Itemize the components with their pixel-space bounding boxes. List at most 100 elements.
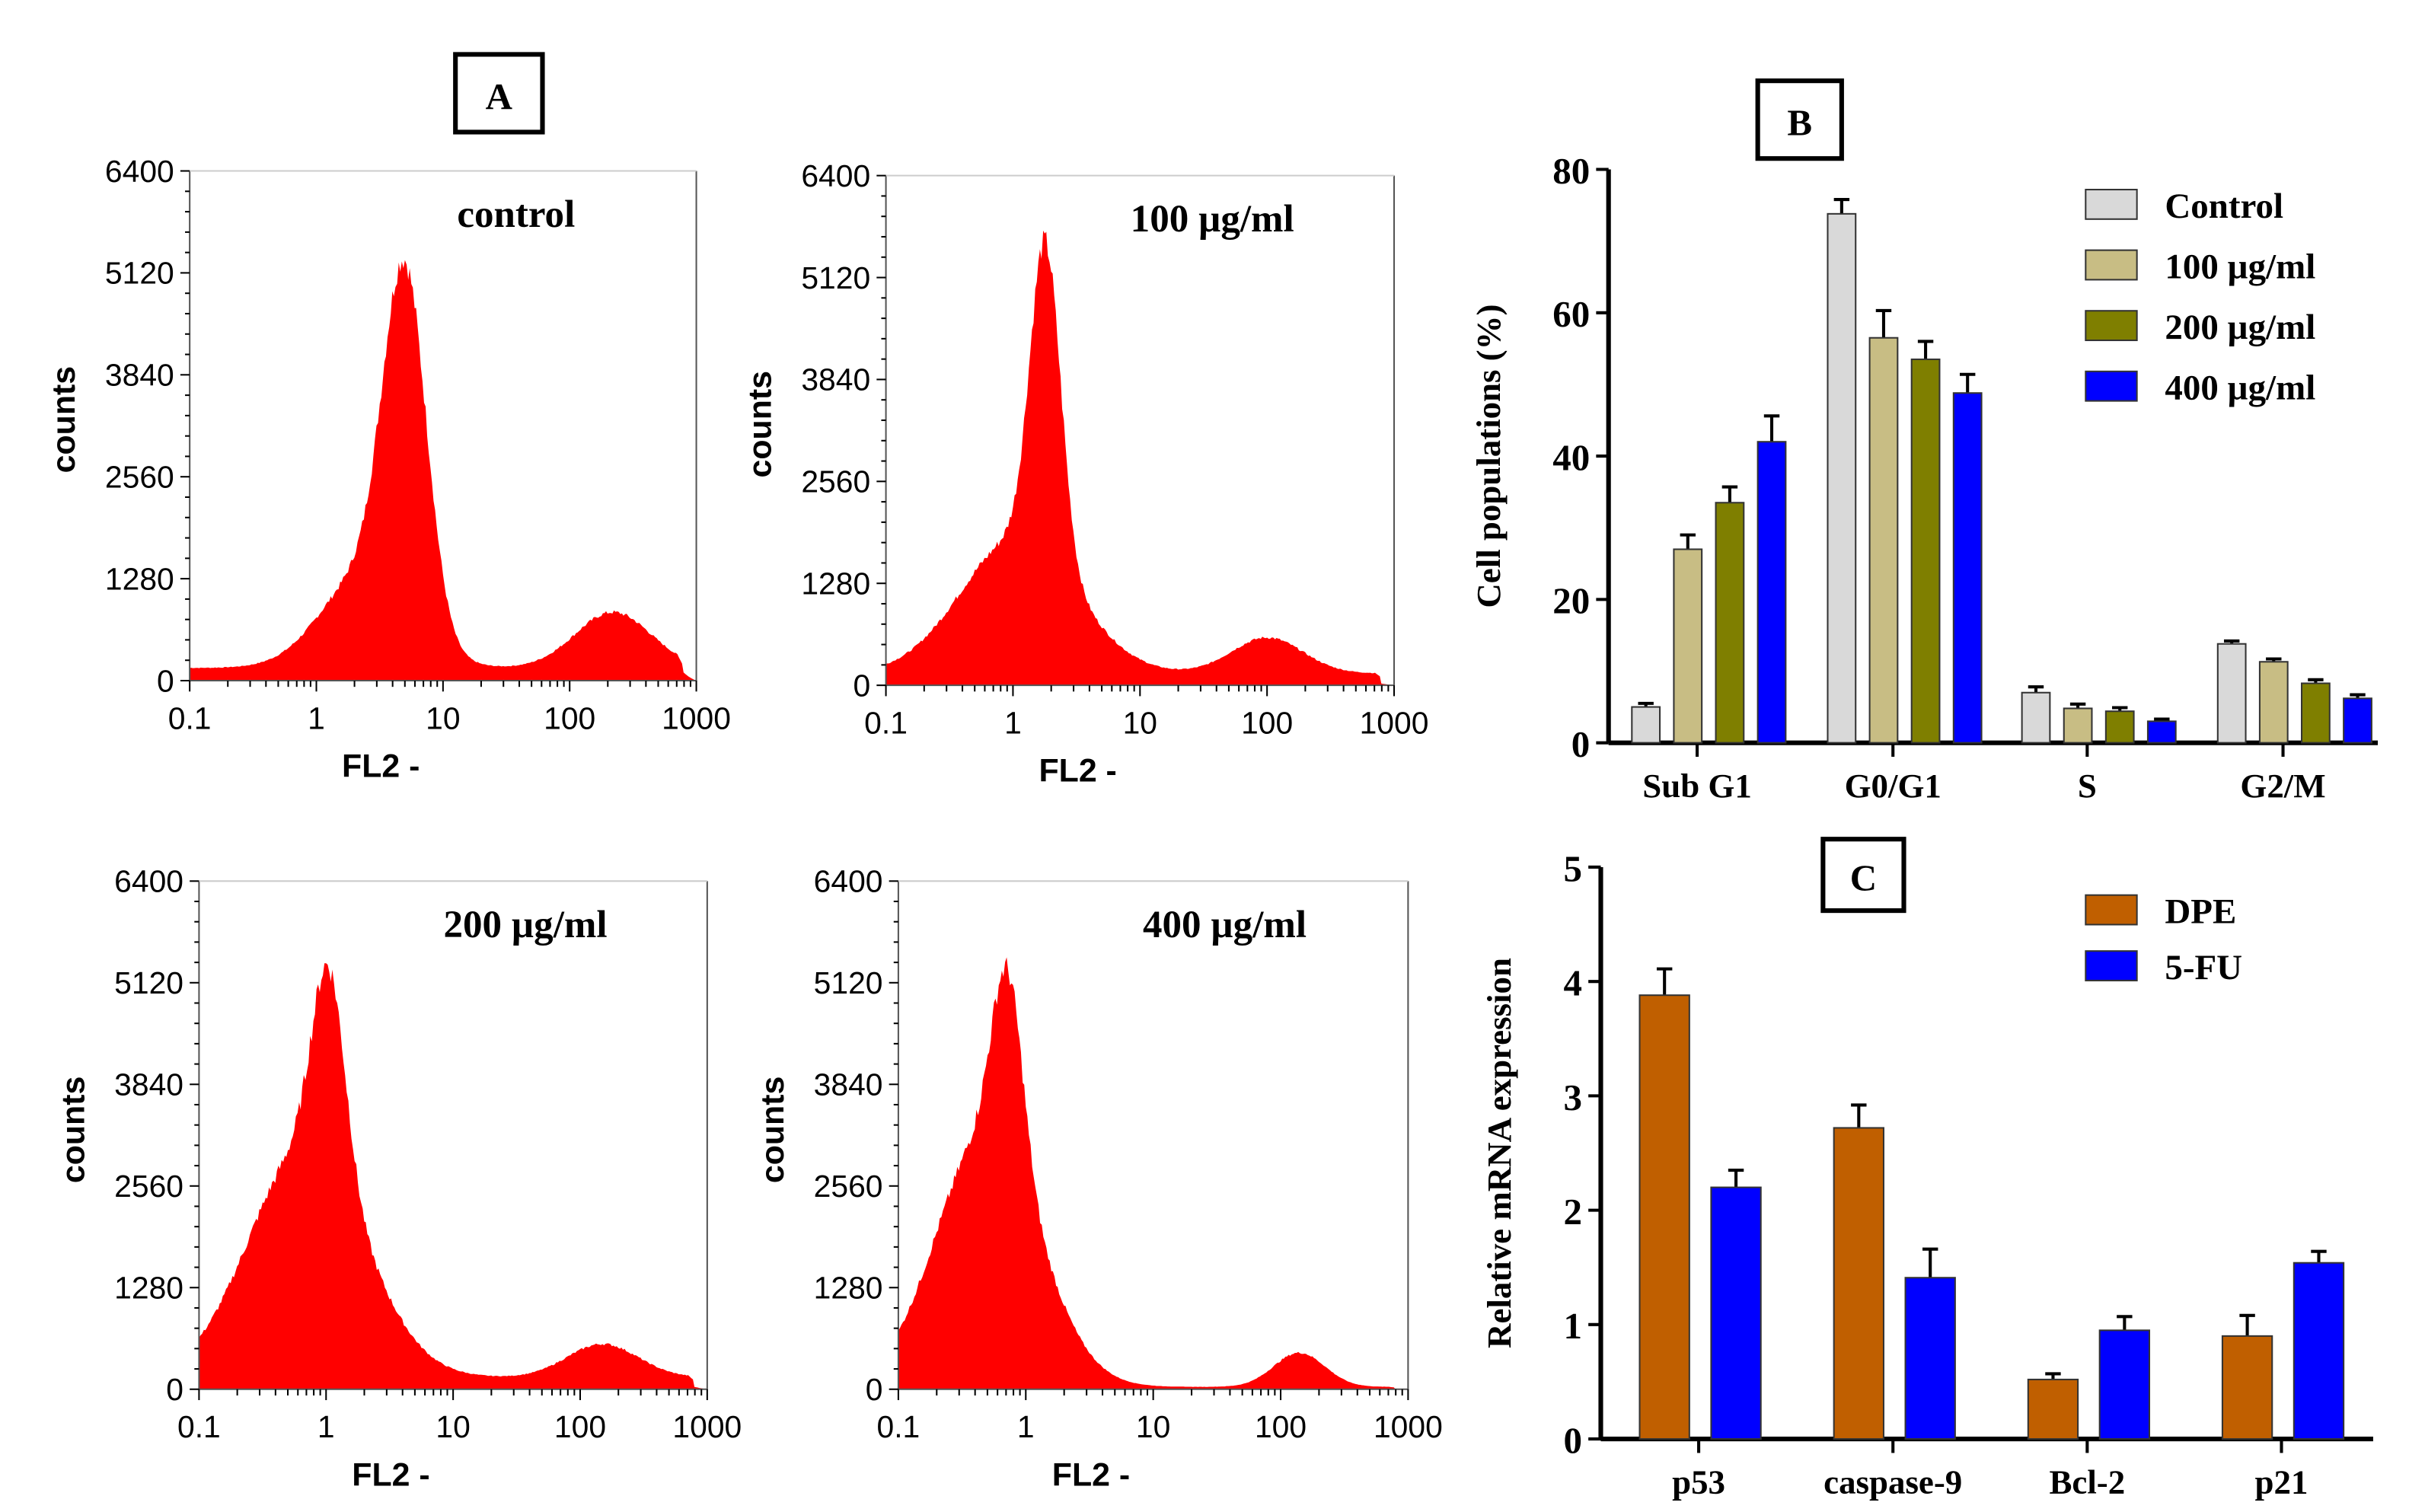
y-tick-label: 0 [157,663,174,698]
histogram-area [190,260,697,681]
x-tick-label: 0.1 [177,1409,221,1444]
y-tick-label: 0 [866,1372,883,1407]
legend-swatch [2085,950,2138,981]
y-tick-label: 2560 [814,1169,883,1204]
y-tick-label: 0 [1571,723,1590,765]
y-axis-label: counts [55,1077,91,1184]
x-tick-label: 1000 [662,700,731,735]
x-axis-label: FL2 - [352,1456,429,1493]
bar-400 [1756,441,1787,744]
bar-100 [1868,337,1899,744]
bar-5fu [1904,1277,1956,1440]
x-tick-label: 10 [426,700,460,735]
bar-400 [2146,720,2177,744]
y-tick-label: 5120 [801,260,870,295]
x-tick-label: 0.1 [864,705,908,740]
x-tick-label: G2/M [2240,767,2325,805]
bar-control [2021,691,2051,744]
x-tick-label: S [2078,767,2097,805]
bar-100 [2063,707,2093,744]
x-tick-label: 1000 [1374,1409,1443,1444]
bar-200 [1715,502,1745,744]
histogram-area [885,230,1395,686]
bar-control [1631,706,1661,744]
x-tick-label: 10 [436,1409,470,1444]
bar-200 [1910,358,1941,744]
panel-label-a: A [453,52,545,135]
x-tick-label: 1 [1004,705,1022,740]
x-tick-label: 1000 [1360,705,1429,740]
y-tick-label: 6400 [814,864,883,899]
bar-200 [2301,682,2331,744]
bar-dpe [2221,1335,2273,1440]
y-axis-label: Relative mRNA expression [1480,958,1518,1348]
panel-label-c-text: C [1850,857,1877,899]
x-tick-label: 10 [1136,1409,1170,1444]
y-tick-label: 5120 [114,965,183,1000]
y-tick-label: 0 [853,668,870,703]
y-tick-label: 5 [1564,847,1582,889]
legend-swatch [2085,188,2138,220]
y-tick-label: 2 [1564,1191,1582,1233]
x-tick-label: Bcl-2 [2049,1463,2125,1501]
bar-5fu [2293,1262,2345,1440]
x-tick-label: G0/G1 [1845,767,1942,805]
bar-control [2216,643,2247,744]
x-tick-label: 0.1 [168,700,212,735]
legend-label: DPE [2165,892,2236,931]
y-tick-label: 40 [1552,436,1590,478]
y-tick-label: 3840 [814,1067,883,1102]
legend-label: 100 µg/ml [2165,247,2315,286]
histogram-area [898,957,1409,1389]
histogram-area [199,963,707,1389]
x-tick-label: 100 [544,700,595,735]
histogram-title: 200 µg/ml [444,904,608,946]
bar-chart-5: 0 1 2 3 4 5 p53 caspase-9 Bcl-2 p21 Relative mRNA … [1480,847,2373,1501]
y-tick-label: 80 [1552,150,1590,192]
bar-100 [2258,661,2289,744]
histogram-panel-2: 0 1280 2560 3840 5120 6400 0.1 1 10 100 1000 FL2 - c… [55,864,742,1494]
legend-swatch [2085,249,2138,281]
x-tick-label: caspase-9 [1824,1463,1962,1501]
y-tick-label: 1280 [105,561,174,596]
legend-label: 5-FU [2165,948,2242,987]
bar-dpe [1638,994,1690,1440]
legend-swatch [2085,310,2138,342]
bar-400 [2343,697,2372,744]
x-tick-label: p21 [2255,1463,2308,1501]
histogram-panel-0: 0 1280 2560 3840 5120 6400 0.1 1 10 100 1000 FL2 - c… [46,154,731,785]
y-axis-label: counts [742,371,779,478]
y-tick-label: 20 [1552,580,1590,622]
x-tick-label: 1 [1017,1409,1035,1444]
x-axis-label: FL2 - [342,748,420,785]
y-tick-label: 1280 [114,1271,183,1306]
x-tick-label: 100 [1241,705,1293,740]
histogram-panel-3: 0 1280 2560 3840 5120 6400 0.1 1 10 100 1000 FL2 - c… [755,864,1443,1494]
x-axis-label: FL2 - [1039,753,1116,789]
y-tick-label: 3 [1564,1077,1582,1118]
y-tick-label: 2560 [114,1169,183,1204]
panel-label-b: B [1755,78,1844,161]
y-tick-label: 0 [166,1372,183,1407]
x-tick-label: 1 [317,1409,335,1444]
y-tick-label: 5120 [105,256,174,291]
y-axis-label: Cell populations (%) [1469,305,1508,608]
legend-swatch [2085,894,2138,926]
histogram-title: control [457,193,575,236]
y-axis-label: counts [755,1077,791,1184]
x-axis-label: FL2 - [1052,1456,1130,1493]
y-tick-label: 6400 [801,158,870,193]
y-tick-label: 1 [1564,1305,1582,1347]
bar-dpe [1833,1127,1884,1440]
bar-dpe [2027,1378,2079,1440]
x-tick-label: 1000 [672,1409,742,1444]
legend-swatch [2085,370,2138,402]
x-tick-label: 1 [308,700,325,735]
bar-5fu [1710,1186,1762,1440]
x-tick-label: 0.1 [877,1409,921,1444]
legend-label: 200 µg/ml [2165,308,2315,347]
x-tick-label: p53 [1672,1463,1725,1501]
x-tick-label: Sub G1 [1642,767,1751,805]
y-tick-label: 2560 [801,464,870,499]
